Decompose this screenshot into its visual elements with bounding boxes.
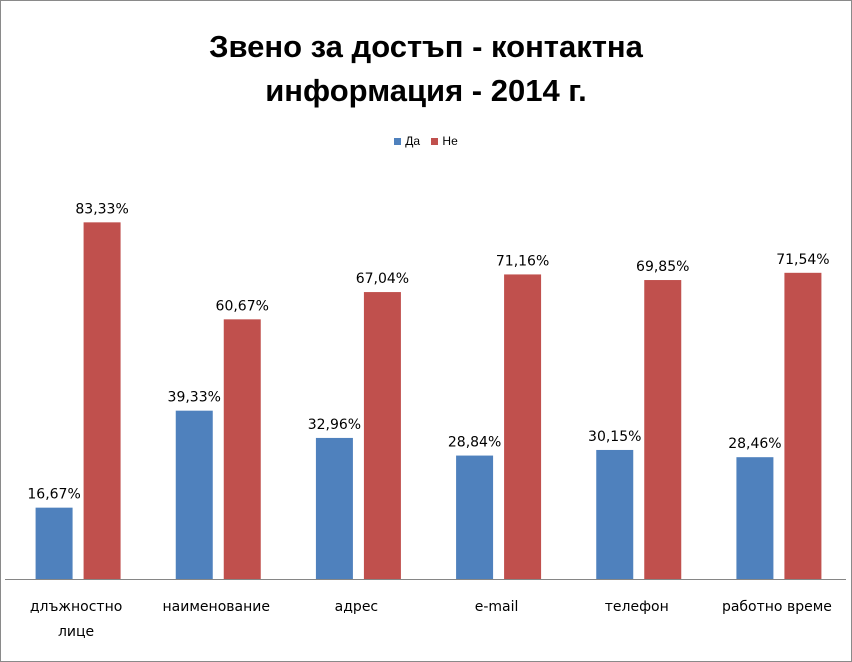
data-label-ne-0: 83,33% [75, 201, 128, 217]
category-label-1: наименование [163, 599, 270, 615]
data-label-ne-4: 69,85% [636, 259, 689, 275]
chart-legend: Да Не [1, 134, 851, 148]
bar-ne-4 [644, 280, 682, 579]
bar-da-4 [596, 449, 634, 579]
legend-item-da: Да [394, 134, 420, 148]
bar-da-0 [35, 507, 73, 579]
chart-title: Звено за достъп - контактна информация -… [1, 25, 851, 113]
category-label-0-line-2: лице [58, 624, 94, 640]
bar-ne-0 [83, 222, 121, 579]
chart-title-line-1: Звено за достъп - контактна [209, 29, 643, 64]
legend-swatch-ne [431, 138, 439, 146]
data-label-ne-5: 71,54% [776, 252, 829, 268]
data-label-da-2: 32,96% [308, 417, 361, 433]
bar-ne-2 [363, 292, 401, 579]
category-label-4: телефон [605, 599, 669, 615]
bar-ne-1 [223, 319, 261, 579]
legend-label-da: Да [405, 134, 421, 148]
data-label-ne-3: 71,16% [496, 253, 549, 269]
bar-ne-3 [504, 274, 542, 579]
chart-title-line-2: информация - 2014 г. [265, 73, 587, 108]
legend-swatch-da [394, 138, 402, 146]
category-label-2: адрес [335, 599, 378, 615]
bar-da-3 [456, 455, 494, 579]
category-label-5: работно време [722, 599, 832, 615]
legend-item-ne: Не [431, 134, 458, 148]
legend-label-ne: Не [442, 134, 458, 148]
bar-da-2 [315, 437, 353, 579]
bar-da-5 [736, 457, 774, 579]
data-label-da-5: 28,46% [728, 436, 781, 452]
category-label-0: длъжностно [30, 599, 122, 615]
bar-ne-5 [784, 272, 822, 579]
data-label-da-4: 30,15% [588, 429, 641, 445]
data-label-da-0: 16,67% [27, 487, 80, 503]
data-label-ne-2: 67,04% [356, 271, 409, 287]
data-label-da-1: 39,33% [168, 390, 221, 406]
category-label-3: e-mail [475, 599, 519, 615]
bar-da-1 [175, 410, 213, 579]
data-label-ne-1: 60,67% [216, 298, 269, 314]
data-label-da-3: 28,84% [448, 435, 501, 451]
